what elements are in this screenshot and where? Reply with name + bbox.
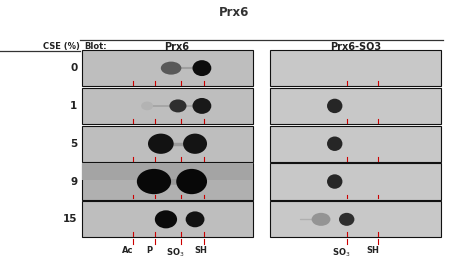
Bar [82, 163, 253, 180]
Ellipse shape [339, 213, 355, 226]
Text: Prx6: Prx6 [164, 42, 189, 52]
Bar [82, 163, 253, 200]
Ellipse shape [155, 210, 177, 228]
Ellipse shape [176, 169, 207, 194]
Text: SO$_3$: SO$_3$ [166, 246, 185, 259]
Bar [270, 126, 441, 162]
Text: 0: 0 [70, 63, 77, 73]
Text: SO$_3$: SO$_3$ [333, 246, 351, 259]
Ellipse shape [137, 169, 171, 194]
Ellipse shape [141, 101, 153, 110]
Ellipse shape [192, 98, 212, 114]
Bar [270, 88, 441, 124]
Text: 15: 15 [63, 214, 77, 224]
Text: Prx6-SO3: Prx6-SO3 [330, 42, 381, 52]
Ellipse shape [192, 60, 212, 76]
Text: Ac: Ac [121, 246, 133, 255]
Bar [82, 126, 253, 162]
Text: P: P [147, 246, 153, 255]
Ellipse shape [148, 134, 174, 154]
Ellipse shape [327, 174, 342, 189]
Ellipse shape [161, 62, 182, 75]
Ellipse shape [183, 134, 207, 154]
Ellipse shape [327, 99, 342, 113]
Ellipse shape [311, 213, 331, 226]
Bar [270, 50, 441, 86]
Bar [82, 201, 253, 237]
Text: SH: SH [366, 246, 379, 255]
Ellipse shape [169, 100, 187, 112]
Text: 5: 5 [70, 139, 77, 149]
Text: SH: SH [195, 246, 207, 255]
Ellipse shape [186, 211, 204, 227]
Text: CSE (%): CSE (%) [43, 42, 80, 51]
Ellipse shape [327, 136, 342, 151]
Text: 9: 9 [70, 177, 77, 187]
Bar [82, 50, 253, 86]
Text: 1: 1 [70, 101, 77, 111]
Text: Prx6: Prx6 [219, 6, 250, 19]
Bar [270, 201, 441, 237]
Bar [270, 163, 441, 200]
Text: Blot:: Blot: [84, 42, 107, 51]
Bar [82, 88, 253, 124]
